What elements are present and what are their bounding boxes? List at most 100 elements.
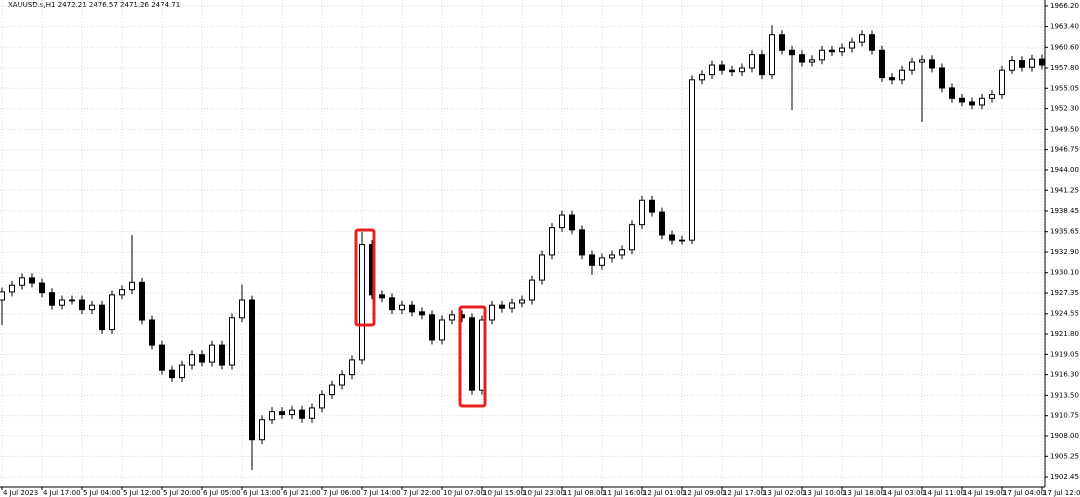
candle-body	[589, 254, 595, 266]
candle-body	[139, 281, 145, 321]
y-tick-label: 1930.10	[1050, 269, 1079, 277]
candle-body	[309, 407, 315, 419]
x-tick-label: 12 Jul 17:00	[723, 489, 765, 497]
candle-body	[819, 49, 825, 61]
candle-body	[939, 67, 945, 89]
highlight-box	[458, 305, 487, 408]
candle-body	[1019, 60, 1025, 68]
candle-body	[869, 34, 875, 51]
candle-body	[679, 239, 685, 242]
candle-body	[259, 419, 265, 441]
y-tick-label: 1944.00	[1050, 166, 1079, 174]
candle-body	[689, 79, 695, 241]
y-tick-label: 1963.40	[1050, 23, 1079, 31]
y-tick-label: 1949.50	[1050, 125, 1079, 133]
candle-body	[429, 314, 435, 341]
y-tick-label: 1921.80	[1050, 330, 1079, 338]
y-tick-label: 1955.05	[1050, 84, 1079, 92]
candle-body	[149, 319, 155, 346]
candle-body	[989, 94, 995, 99]
candle-body	[719, 64, 725, 71]
candle-body	[189, 354, 195, 366]
candle-body	[519, 299, 525, 304]
candle-body	[559, 214, 565, 229]
candle-body	[19, 277, 25, 286]
x-tick-label: 6 Jul 13:00	[243, 489, 281, 497]
y-tick-label: 1916.30	[1050, 371, 1079, 379]
candle-body	[779, 34, 785, 51]
candles	[0, 25, 1045, 471]
candle-body	[799, 54, 805, 63]
y-tick-label: 1960.60	[1050, 43, 1079, 51]
candle-body	[319, 394, 325, 409]
candle-body	[0, 291, 5, 301]
y-tick-label: 1946.75	[1050, 146, 1079, 154]
candle-body	[209, 344, 215, 363]
candle-body	[119, 289, 125, 296]
x-tick-label: 10 Jul 15:00	[483, 489, 525, 497]
y-tick-label: 1957.80	[1050, 64, 1079, 72]
y-tick-label: 1924.55	[1050, 310, 1079, 318]
candle-body	[129, 281, 135, 291]
candle-body	[169, 369, 175, 379]
y-tick-label: 1910.75	[1050, 412, 1079, 420]
candle-body	[979, 97, 985, 106]
x-tick-label: 5 Jul 20:00	[163, 489, 201, 497]
candle-body	[739, 67, 745, 73]
candle-body	[59, 299, 65, 306]
candle-body	[339, 374, 345, 386]
candle-body	[609, 254, 615, 259]
candle-body	[439, 319, 445, 341]
candle-body	[729, 69, 735, 73]
x-tick-label: 14 Jul 11:00	[923, 489, 965, 497]
candle-body	[299, 409, 305, 419]
x-tick-label: 13 Jul 18:00	[843, 489, 885, 497]
candle-body	[49, 292, 55, 306]
y-tick-label: 1905.25	[1050, 452, 1079, 460]
candle-body	[199, 354, 205, 363]
y-tick-label: 1919.05	[1050, 350, 1079, 358]
y-tick-label: 1952.30	[1050, 105, 1079, 113]
candle-body	[829, 49, 835, 53]
candle-body	[669, 234, 675, 241]
candle-body	[509, 302, 515, 309]
candle-body	[709, 64, 715, 76]
x-tick-label: 6 Jul 21:00	[283, 489, 321, 497]
candle-body	[379, 294, 385, 299]
candle-body	[569, 214, 575, 231]
y-tick-label: 1902.45	[1050, 473, 1079, 481]
x-tick-label: 14 Jul 19:00	[963, 489, 1005, 497]
candle-body	[769, 34, 775, 76]
candle-body	[749, 54, 755, 69]
candle-body	[409, 304, 415, 313]
x-tick-label: 17 Jul 12:00	[1043, 489, 1080, 497]
chart-title: XAUUSD.s,H1 2472.21 2476.57 2471.26 2474…	[8, 1, 180, 9]
candle-body	[359, 244, 365, 361]
candle-body	[279, 411, 285, 416]
candle-body	[929, 59, 935, 69]
candle-body	[1039, 58, 1045, 66]
candle-body	[249, 299, 255, 441]
candle-body	[349, 359, 355, 376]
candle-body	[889, 77, 895, 81]
candle-body	[39, 282, 45, 294]
candle-body	[269, 411, 275, 421]
candle-body	[789, 49, 795, 56]
candle-body	[909, 61, 915, 71]
candle-body	[539, 254, 545, 281]
candle-body	[529, 279, 535, 301]
y-tick-label: 1938.45	[1050, 207, 1079, 215]
candle-body	[839, 47, 845, 53]
x-tick-label: 5 Jul 12:00	[123, 489, 161, 497]
candle-body	[579, 229, 585, 256]
x-tick-label: 17 Jul 04:00	[1003, 489, 1045, 497]
candle-body	[179, 364, 185, 379]
candle-body	[449, 314, 455, 321]
candle-body	[469, 317, 475, 391]
candle-body	[499, 304, 505, 309]
x-tick-label: 11 Jul 16:00	[603, 489, 645, 497]
candle-body	[849, 41, 855, 49]
candle-body	[879, 49, 885, 79]
y-tick-label: 1927.35	[1050, 289, 1079, 297]
